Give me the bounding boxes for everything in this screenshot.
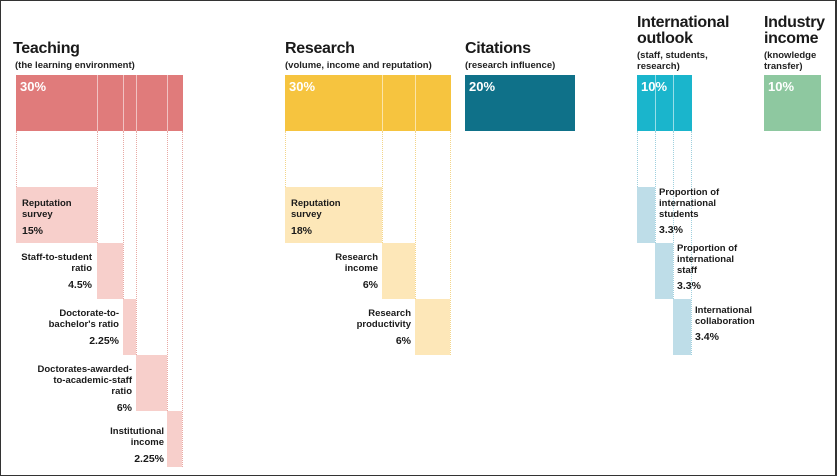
teaching-percent: 30%: [20, 79, 47, 94]
international-staff-bar: [655, 243, 673, 299]
research-reputation-bar: Reputation survey 18%: [285, 187, 382, 243]
research-percent: 30%: [289, 79, 316, 94]
teaching-doctorate-bachelor-bar: [123, 299, 136, 355]
teaching-main-bar: 30%: [16, 75, 183, 131]
teaching-staff-ratio-value: 4.5%: [68, 279, 92, 291]
international-collaboration-value: 3.4%: [695, 331, 719, 343]
teaching-institutional-income-label: Institutional income: [110, 426, 164, 448]
research-income-value: 6%: [362, 279, 378, 291]
research-productivity-label: Research productivity: [356, 308, 411, 330]
industry-main-bar: 10%: [764, 75, 821, 131]
teaching-doctorates-staff-value: 6%: [116, 402, 132, 414]
research-reputation-label: Reputation survey: [291, 198, 341, 220]
teaching-reputation-label: Reputation survey: [22, 198, 72, 220]
industry-title: Industry income: [764, 14, 825, 47]
teaching-institutional-income-bar: [167, 411, 182, 467]
teaching-doctorate-bachelor-label: Doctorate-to- bachelor's ratio: [48, 308, 119, 330]
teaching-doctorate-bachelor-value: 2.25%: [89, 335, 119, 347]
research-subtitle: (volume, income and reputation): [285, 60, 432, 71]
citations-percent: 20%: [469, 79, 496, 94]
international-percent: 10%: [641, 79, 668, 94]
teaching-subtitle: (the learning environment): [15, 60, 135, 71]
teaching-doctorates-staff-bar: [136, 355, 167, 411]
research-reputation-value: 18%: [291, 225, 313, 237]
international-students-value: 3.3%: [659, 224, 683, 236]
research-productivity-value: 6%: [395, 335, 411, 347]
teaching-title: Teaching: [13, 40, 80, 57]
international-collaboration-bar: [673, 299, 691, 355]
international-subtitle: (staff, students, research): [637, 50, 708, 72]
citations-main-bar: 20%: [465, 75, 575, 131]
citations-subtitle: (research influence): [465, 60, 556, 71]
research-main-bar: 30%: [285, 75, 451, 131]
international-staff-label: Proportion of international staff: [677, 243, 738, 276]
teaching-staff-ratio-bar: [97, 243, 123, 299]
international-staff-value: 3.3%: [677, 280, 701, 292]
teaching-reputation-bar: Reputation survey 15%: [16, 187, 97, 243]
research-income-bar: [382, 243, 415, 299]
teaching-institutional-income-value: 2.25%: [134, 453, 164, 465]
international-title: International outlook: [637, 14, 730, 47]
citations-title: Citations: [465, 40, 531, 57]
teaching-reputation-value: 15%: [22, 225, 44, 237]
research-title: Research: [285, 40, 355, 57]
industry-subtitle: (knowledge transfer): [764, 50, 817, 72]
international-students-label: Proportion of international students: [659, 187, 720, 220]
teaching-doctorates-staff-label: Doctorates-awarded- to-academic-staff ra…: [37, 364, 133, 397]
industry-percent: 10%: [768, 79, 795, 94]
international-students-bar: [637, 187, 655, 243]
research-productivity-bar: [415, 299, 450, 355]
international-collaboration-label: International collaboration: [695, 305, 755, 327]
research-income-label: Research income: [335, 252, 378, 274]
teaching-staff-ratio-label: Staff-to-student ratio: [21, 252, 92, 274]
international-main-bar: 10%: [637, 75, 692, 131]
